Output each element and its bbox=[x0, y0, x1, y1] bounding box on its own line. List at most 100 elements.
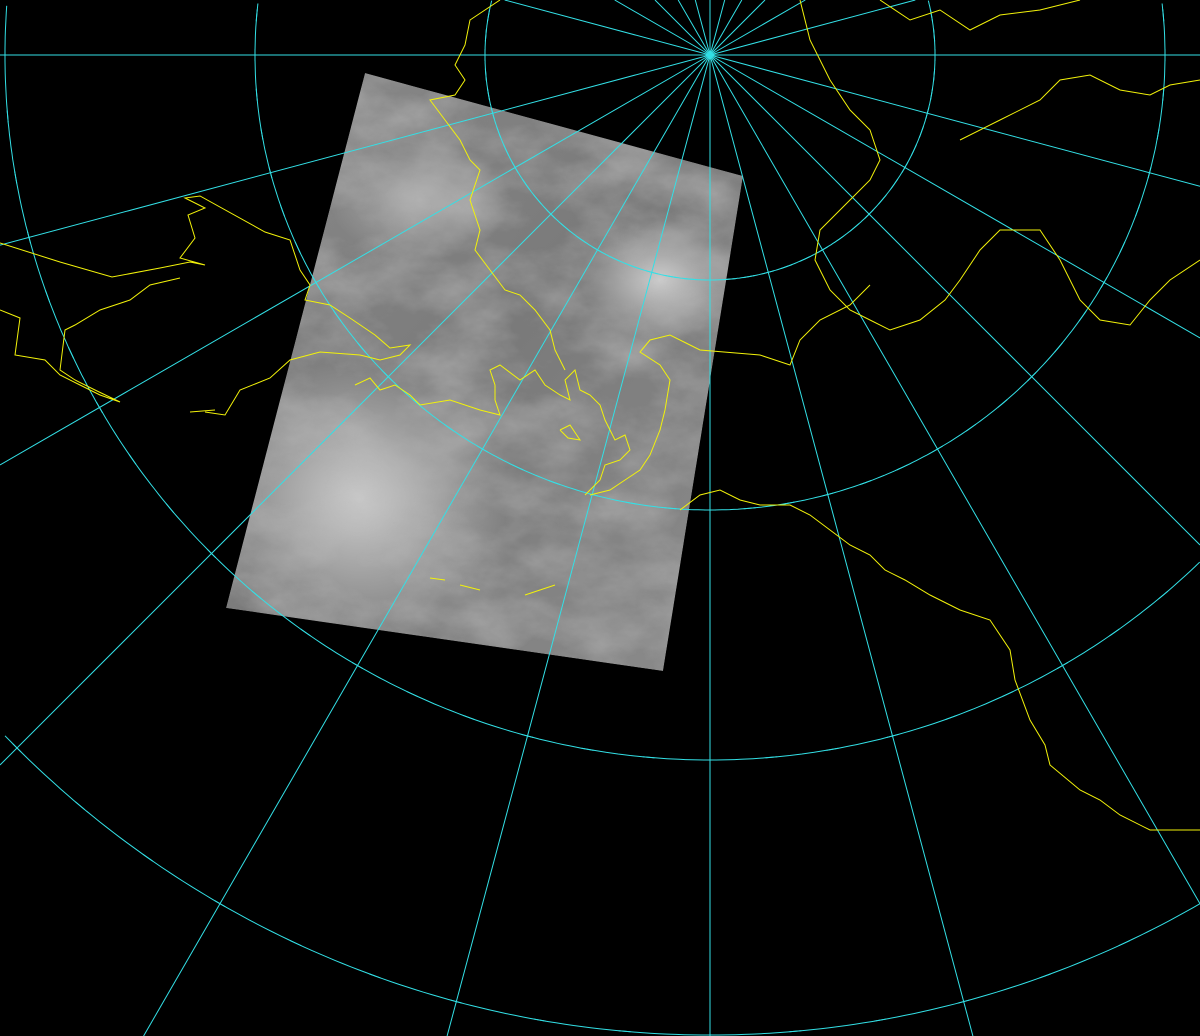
graticule-tick bbox=[251, 590, 262, 600]
graticule-tick bbox=[896, 464, 908, 471]
meridian-line bbox=[614, 0, 711, 56]
meridian-line bbox=[709, 0, 743, 56]
meridian-line bbox=[709, 0, 806, 56]
graticule-tick bbox=[930, 88, 934, 101]
graticule-tick bbox=[1162, 88, 1165, 101]
graticule-tick bbox=[664, 507, 677, 510]
meridian-line bbox=[709, 0, 726, 56]
graticule-tick bbox=[997, 399, 1008, 408]
graticule-tick bbox=[255, 9, 258, 22]
coastline bbox=[559, 424, 582, 441]
graticule-tick bbox=[849, 223, 860, 232]
graticule-tick bbox=[521, 178, 530, 190]
graticule-tick bbox=[412, 399, 423, 408]
graticule-tick bbox=[723, 278, 736, 281]
graticule-tick bbox=[486, 9, 490, 22]
graticule-tick bbox=[290, 940, 302, 947]
meridian-line bbox=[0, 54, 711, 246]
coastline bbox=[459, 584, 481, 591]
graticule-tick bbox=[781, 263, 793, 269]
graticule-tick bbox=[1162, 9, 1165, 22]
graticule-tick bbox=[369, 973, 381, 979]
graticule-tick bbox=[463, 714, 475, 721]
graticule-tick bbox=[142, 853, 154, 862]
graticule-tick bbox=[75, 801, 85, 810]
latitude-circle bbox=[710, 0, 936, 281]
graticule-tick bbox=[1118, 940, 1130, 947]
graticule-tick bbox=[874, 1018, 887, 1022]
graticule-tick bbox=[484, 68, 487, 81]
graticule-tick bbox=[533, 1018, 546, 1022]
meridian-line bbox=[694, 0, 711, 56]
meridian-line bbox=[446, 54, 711, 1036]
graticule-tick bbox=[878, 194, 887, 205]
meridian-line bbox=[504, 0, 711, 56]
meridian-line bbox=[709, 54, 1200, 339]
graticule-tick bbox=[357, 342, 366, 353]
graticule-tick bbox=[443, 423, 455, 432]
graticule-tick bbox=[406, 690, 418, 697]
coastlines bbox=[0, 0, 1200, 831]
meridian-line bbox=[709, 54, 1200, 904]
latitude-circle bbox=[4, 5, 710, 761]
graticule-tick bbox=[486, 88, 490, 101]
graticule-tick bbox=[533, 194, 542, 205]
graticule-tick bbox=[484, 29, 487, 42]
coastline bbox=[189, 409, 216, 413]
meridian-line bbox=[654, 0, 711, 56]
latitude-circle bbox=[710, 561, 1200, 761]
meridian-line bbox=[0, 54, 711, 466]
graticule-tick bbox=[6, 110, 9, 123]
graticule-tick bbox=[743, 507, 756, 510]
graticule-tick bbox=[933, 68, 936, 81]
graticule-tick bbox=[333, 310, 342, 322]
meridian-line bbox=[677, 0, 711, 56]
meridian-line bbox=[709, 54, 1200, 546]
meridian-line bbox=[709, 54, 974, 1036]
coastline bbox=[0, 195, 412, 416]
graticule-tick bbox=[581, 747, 594, 751]
graticule-tick bbox=[1156, 128, 1160, 141]
coastline bbox=[589, 284, 871, 496]
graticule-tick bbox=[1135, 204, 1141, 217]
coastline bbox=[879, 0, 1081, 31]
graticule-tick bbox=[294, 241, 301, 253]
graticule-tick bbox=[575, 235, 587, 244]
coastline bbox=[429, 577, 446, 581]
graticule-tick bbox=[624, 501, 637, 505]
graticule-tick bbox=[789, 1030, 802, 1033]
graticule-tick bbox=[890, 178, 899, 190]
meridian-line bbox=[0, 54, 711, 766]
graticule-tick bbox=[910, 144, 917, 156]
coastline bbox=[524, 584, 556, 596]
graticule-tick bbox=[279, 204, 285, 217]
graticule-tick bbox=[300, 628, 311, 637]
graticule-tick bbox=[14, 171, 18, 184]
coastline bbox=[679, 489, 1200, 831]
meridian-line bbox=[709, 0, 916, 56]
graticule-tick bbox=[664, 275, 677, 279]
latitude-circle bbox=[4, 735, 710, 1036]
graticule-tick bbox=[684, 278, 697, 281]
graticule-tick bbox=[799, 255, 811, 262]
meridian-line bbox=[709, 0, 766, 56]
graticule-tick bbox=[1054, 342, 1063, 353]
coastline bbox=[0, 277, 181, 403]
graticule-tick bbox=[44, 290, 51, 302]
coastline bbox=[429, 0, 566, 371]
graticule-tick bbox=[68, 347, 75, 359]
latitude-circle bbox=[710, 3, 1166, 511]
graticule-tick bbox=[743, 275, 756, 279]
graticule-tick bbox=[945, 714, 957, 721]
graticule-tick bbox=[859, 480, 872, 486]
graticule-tick bbox=[512, 464, 524, 471]
graticule-tick bbox=[548, 480, 561, 486]
latitude-circle bbox=[484, 0, 710, 281]
graticule-tick bbox=[618, 1030, 631, 1033]
graticule-tick bbox=[965, 423, 977, 432]
coastline bbox=[959, 74, 1200, 141]
graticule-tick bbox=[826, 747, 839, 751]
graticule-tick bbox=[503, 144, 510, 156]
graticule-tick bbox=[255, 88, 258, 101]
